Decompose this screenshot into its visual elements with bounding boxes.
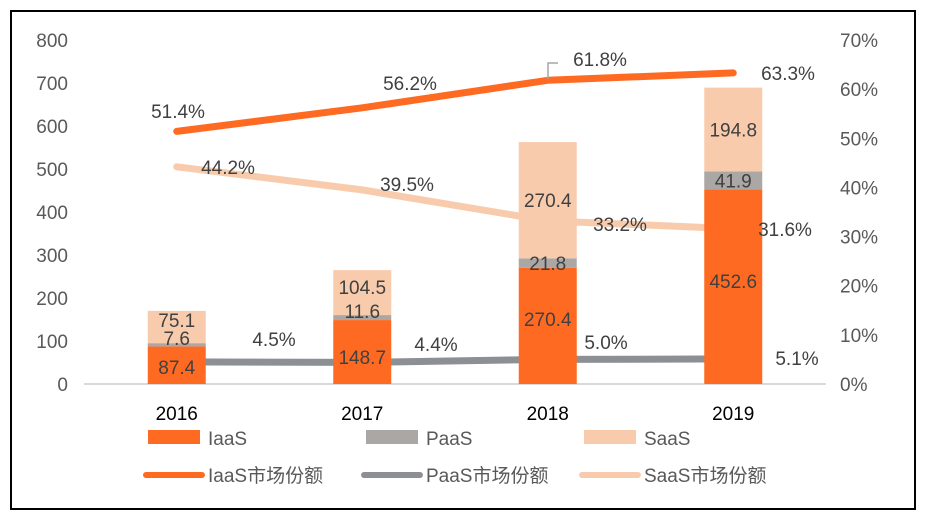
bar-data-label: 148.7 <box>338 348 386 369</box>
legend-label: PaaS <box>426 429 472 450</box>
right-axis-tick-label: 10% <box>840 326 878 347</box>
chart-frame <box>10 10 916 510</box>
bar-saas-2016 <box>147 310 206 344</box>
bar-data-label: 7.6 <box>164 329 190 350</box>
line-saas-share <box>173 163 737 233</box>
bar-data-label: 270.4 <box>524 310 572 331</box>
line-data-labels: 51.4% 56.2% 61.8% 63.3% 4.5% 4.4% 5.0% 5.1% 44.2… <box>151 50 819 370</box>
line-data-label: 4.4% <box>414 335 457 356</box>
bar-saas-2019 <box>704 87 763 172</box>
line-data-label: 33.2% <box>593 215 647 236</box>
bar-data-label: 104.5 <box>338 278 386 299</box>
bar-paas-2016 <box>147 343 206 347</box>
line-series <box>173 69 737 366</box>
left-axis-tick-label: 500 <box>36 160 68 181</box>
bar-iaas-2018 <box>518 267 577 384</box>
leader-line <box>547 62 558 79</box>
left-axis-tick-label: 800 <box>36 31 68 52</box>
line-data-label: 4.5% <box>252 330 295 351</box>
bar-saas-2017 <box>333 270 392 316</box>
line-data-label: 39.5% <box>380 175 434 196</box>
right-axis-tick-label: 40% <box>840 178 878 199</box>
line-data-label: 31.6% <box>758 220 812 241</box>
line-data-label: 5.0% <box>584 333 627 354</box>
line-data-label: 51.4% <box>151 102 205 123</box>
legend-label: IaaS市场份额 <box>208 465 323 487</box>
bar-data-label: 21.8 <box>529 254 566 275</box>
bar-data-label: 452.6 <box>709 272 757 293</box>
line-data-label: 63.3% <box>761 64 815 85</box>
left-axis-tick-label: 0 <box>57 375 68 396</box>
line-paas-share <box>173 355 737 366</box>
bar-data-label: 270.4 <box>524 191 572 212</box>
right-axis-tick-label: 0% <box>840 375 868 396</box>
bar-series <box>147 87 763 384</box>
legend-swatch-saas <box>584 430 636 444</box>
right-axis-tick-label: 50% <box>840 129 878 150</box>
x-axis-tick-label: 2019 <box>712 404 754 425</box>
bar-data-label: 87.4 <box>158 358 195 379</box>
bar-data-label: 41.9 <box>715 171 752 192</box>
bar-data-labels: 87.4 7.675.1 148.7 11.6 104.5 270.4 21.8 270.4 4… <box>158 120 757 379</box>
line-data-label: 61.8% <box>573 50 627 71</box>
legend-swatch-iaas <box>148 430 200 444</box>
left-axis-tick-label: 100 <box>36 332 68 353</box>
left-axis-ticks: 0 100 200 300 400 500 600 700 800 <box>36 31 68 396</box>
bar-iaas-2016 <box>147 346 206 384</box>
line-data-label: 5.1% <box>775 349 818 370</box>
right-axis-ticks: 0% 10% 20% 30% 40% 50% 60% 70% <box>840 31 878 396</box>
right-axis-tick-label: 70% <box>840 31 878 52</box>
x-axis-ticks: 2016 2017 2018 2019 <box>156 404 755 425</box>
legend-label: SaaS <box>644 429 690 450</box>
bar-iaas-2019 <box>704 189 763 384</box>
bar-paas-2017 <box>333 315 392 321</box>
line-iaas-share <box>173 69 737 135</box>
bar-paas-2018 <box>518 258 577 268</box>
bar-saas-2018 <box>518 142 577 259</box>
legend: IaaS PaaS SaaS IaaS市场份额 PaaS市场份额 SaaS市场份额 <box>143 429 766 487</box>
right-axis-tick-label: 30% <box>840 228 878 249</box>
bar-data-label: 11.6 <box>344 302 380 323</box>
left-axis-tick-label: 300 <box>36 246 68 267</box>
left-axis-tick-label: 600 <box>36 117 68 138</box>
x-axis-tick-label: 2016 <box>156 404 198 425</box>
right-axis-tick-label: 60% <box>840 80 878 101</box>
legend-label: PaaS市场份额 <box>426 465 548 487</box>
left-axis-tick-label: 400 <box>36 203 68 224</box>
line-data-label: 56.2% <box>383 74 437 95</box>
legend-swatch-paas <box>366 430 418 444</box>
bar-paas-2019 <box>704 171 763 190</box>
left-axis-tick-label: 200 <box>36 289 68 310</box>
bar-data-label: 75.1 <box>158 311 195 332</box>
x-axis-tick-label: 2018 <box>527 404 569 425</box>
bar-iaas-2017 <box>333 320 392 384</box>
right-axis-tick-label: 20% <box>840 277 878 298</box>
bar-data-label: 194.8 <box>709 120 757 141</box>
legend-label: SaaS市场份额 <box>644 465 766 487</box>
legend-label: IaaS <box>208 429 247 450</box>
line-data-label: 44.2% <box>201 158 255 179</box>
left-axis-tick-label: 700 <box>36 74 68 95</box>
x-axis-tick-label: 2017 <box>341 404 383 425</box>
